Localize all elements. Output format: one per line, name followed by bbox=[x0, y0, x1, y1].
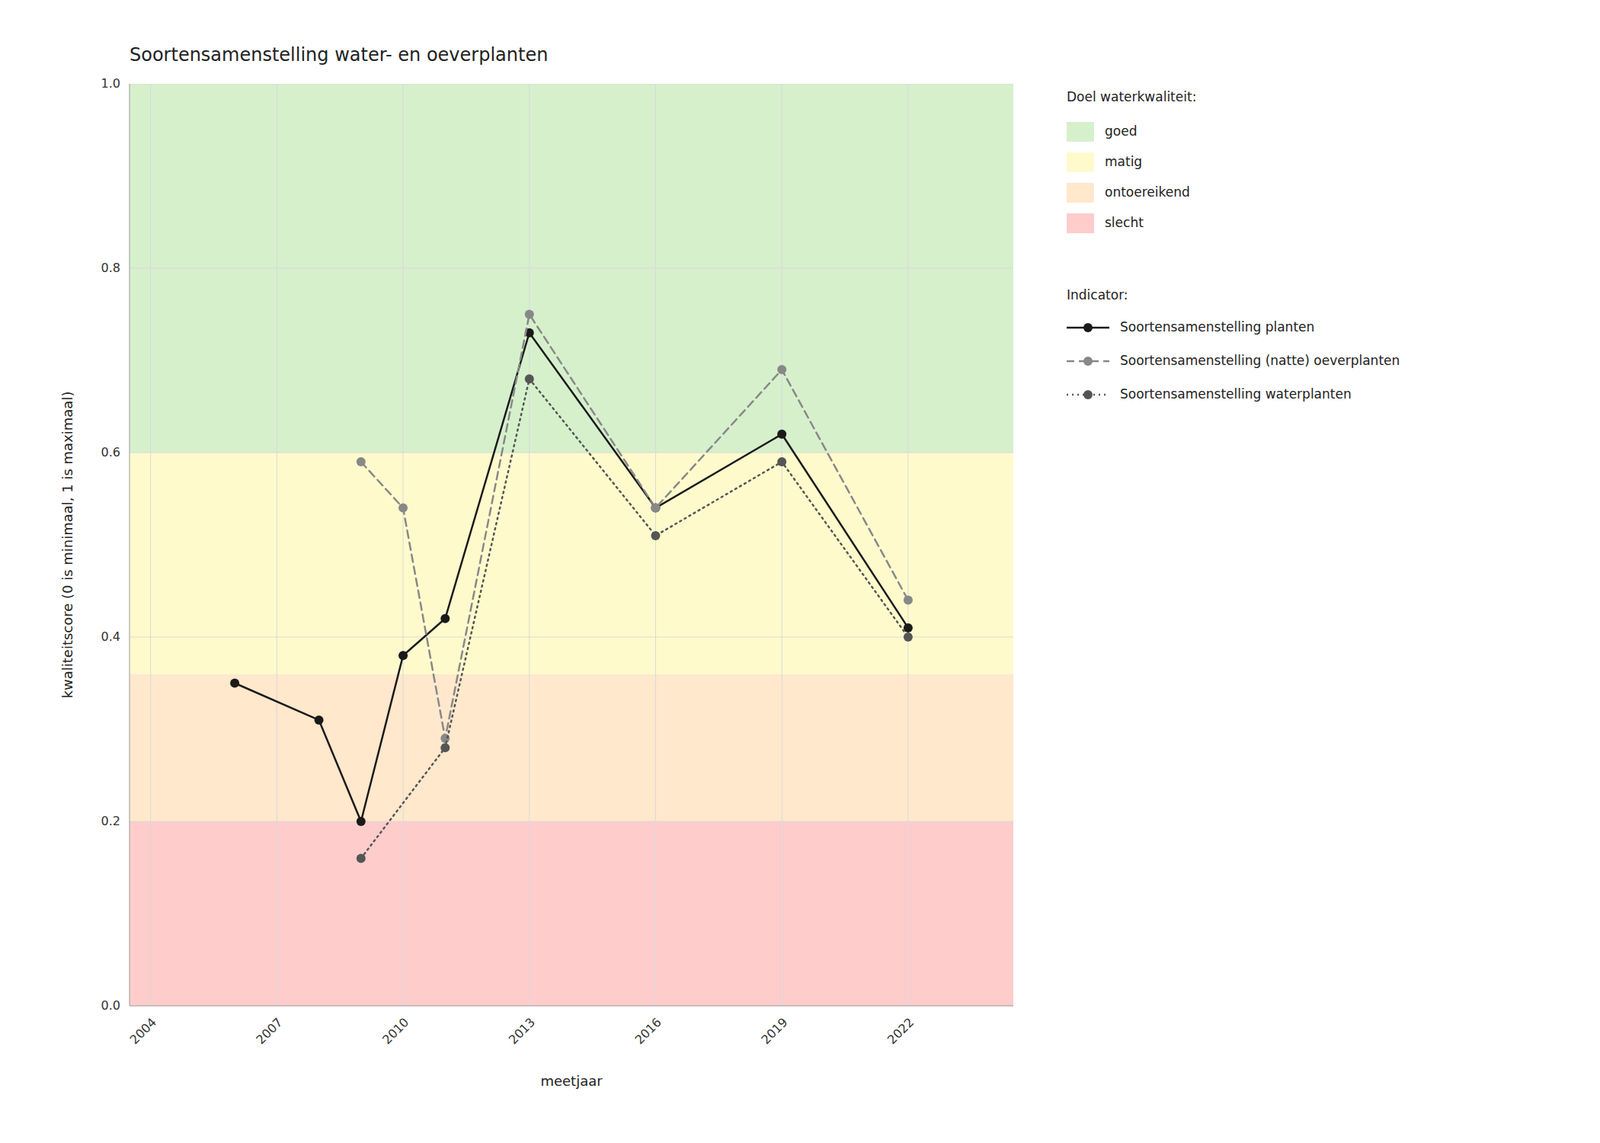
legend-swatch bbox=[1066, 121, 1095, 142]
point bbox=[440, 614, 450, 624]
legend-label: slecht bbox=[1104, 214, 1144, 231]
point bbox=[777, 364, 787, 375]
legend-swatch bbox=[1066, 213, 1095, 234]
grid-line bbox=[129, 452, 1014, 454]
point bbox=[398, 503, 408, 513]
y-axis-line bbox=[129, 83, 131, 1006]
zone bbox=[129, 821, 1014, 1006]
point bbox=[440, 742, 450, 752]
y-tick-label: 0.6 bbox=[101, 444, 121, 460]
point bbox=[903, 623, 913, 633]
grid-line bbox=[129, 83, 1014, 85]
grid-line bbox=[528, 83, 530, 1006]
point bbox=[524, 374, 535, 384]
grid-line bbox=[129, 636, 1014, 638]
legend-label: Soortensamenstelling waterplanten bbox=[1120, 386, 1352, 402]
point bbox=[356, 816, 366, 826]
point bbox=[230, 678, 240, 688]
y-tick-label: 0.8 bbox=[101, 260, 121, 276]
legend-title: Indicator: bbox=[1066, 287, 1129, 303]
x-axis-line bbox=[129, 1005, 1014, 1007]
legend: Doel waterkwaliteit: goed matig ontoereiken… bbox=[1066, 89, 1400, 402]
line bbox=[361, 314, 909, 740]
point bbox=[440, 733, 450, 743]
point bbox=[356, 853, 366, 863]
y-tick-label: 1.0 bbox=[101, 76, 121, 91]
legend-label: ontoereikend bbox=[1104, 184, 1191, 200]
point bbox=[903, 595, 913, 605]
legend-label: Soortensamenstelling (natte) oeverplante… bbox=[1120, 352, 1400, 368]
grid-line bbox=[150, 83, 151, 1006]
point bbox=[356, 457, 366, 467]
zone bbox=[129, 83, 1014, 453]
x-tick-label: 2013 bbox=[505, 1014, 538, 1047]
point bbox=[650, 503, 660, 513]
point bbox=[650, 503, 660, 513]
x-tick-label: 2004 bbox=[127, 1014, 160, 1047]
point bbox=[650, 531, 660, 541]
legend-marker bbox=[1083, 323, 1093, 333]
legend-marker bbox=[1083, 356, 1093, 366]
x-axis-label: meetjaar bbox=[540, 1072, 603, 1089]
point bbox=[524, 310, 535, 320]
grid-line bbox=[403, 83, 404, 1006]
series bbox=[230, 328, 913, 826]
x-tick-label: 2007 bbox=[252, 1014, 285, 1047]
x-tick-label: 2016 bbox=[632, 1014, 665, 1047]
legend-swatch bbox=[1066, 182, 1095, 203]
legend-label: Soortensamenstelling planten bbox=[1120, 319, 1315, 335]
grid-line bbox=[907, 83, 909, 1006]
series bbox=[356, 374, 913, 863]
point bbox=[314, 715, 324, 725]
chart: 2004 2007 2010 2013 2016 2019 2022 0.0 0.2 0.4 0.6… bbox=[0, 0, 1600, 1143]
title: Soortensamenstelling water- en oeverplan… bbox=[129, 44, 548, 66]
y-tick-label: 0.0 bbox=[101, 998, 121, 1013]
grid-line bbox=[276, 83, 278, 1006]
x-tick-label: 2022 bbox=[884, 1014, 917, 1047]
y-tick-label: 0.2 bbox=[101, 813, 121, 829]
legend-swatch bbox=[1066, 152, 1095, 173]
grid-line bbox=[655, 83, 656, 1006]
legend-marker bbox=[1083, 390, 1093, 400]
grid-line bbox=[129, 821, 1014, 823]
y-axis-label: kwaliteitscore (0 is minimaal, 1 is maxi… bbox=[59, 391, 76, 699]
line bbox=[361, 378, 909, 858]
legend-title: Doel waterkwaliteit: bbox=[1066, 89, 1197, 105]
grid-line bbox=[129, 268, 1014, 269]
plot-area bbox=[129, 83, 1014, 1006]
legend-label: goed bbox=[1104, 123, 1137, 139]
grid-line bbox=[781, 83, 783, 1006]
y-tick-label: 0.4 bbox=[101, 629, 121, 644]
point bbox=[398, 650, 408, 660]
zone bbox=[129, 452, 1014, 674]
grid-line bbox=[129, 1005, 1014, 1007]
line bbox=[234, 332, 909, 822]
point bbox=[777, 429, 787, 439]
legend-label: matig bbox=[1104, 153, 1143, 170]
point bbox=[777, 457, 787, 467]
x-tick-label: 2019 bbox=[758, 1014, 791, 1047]
x-tick-label: 2010 bbox=[379, 1014, 412, 1047]
point bbox=[903, 632, 913, 642]
